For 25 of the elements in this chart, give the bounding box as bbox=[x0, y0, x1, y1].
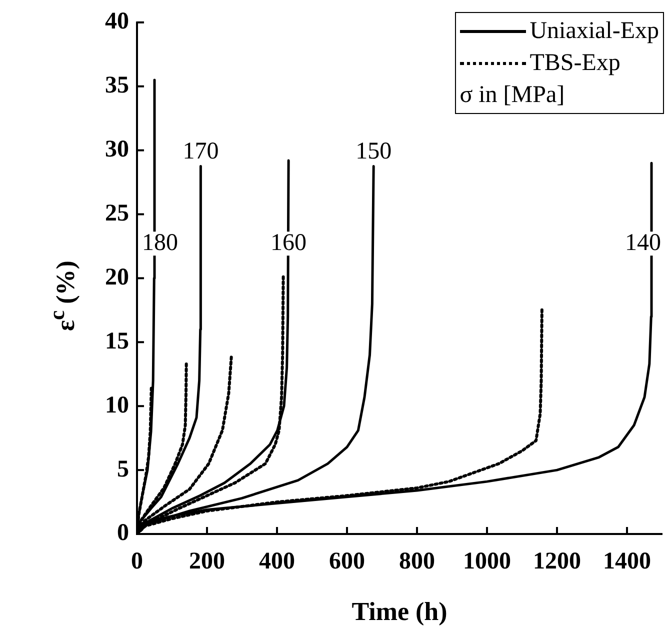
annotation: 140 bbox=[625, 230, 661, 256]
y-tick-label: 10 bbox=[105, 392, 129, 418]
x-tick-label: 200 bbox=[189, 548, 225, 575]
x-tick-label: 1400 bbox=[603, 548, 651, 575]
y-tick-label: 25 bbox=[105, 200, 129, 226]
y-tick-label: 15 bbox=[105, 328, 129, 354]
annotation: 180 bbox=[142, 230, 178, 256]
x-tick-label: 600 bbox=[329, 548, 365, 575]
x-tick-label: 1000 bbox=[463, 548, 511, 575]
annotation: 170 bbox=[182, 138, 219, 165]
y-tick-label: 40 bbox=[105, 8, 129, 35]
x-tick-label: 1200 bbox=[533, 548, 581, 575]
legend-label: TBS-Exp bbox=[530, 50, 620, 76]
annotation: 160 bbox=[270, 230, 307, 256]
legend-title: σ in [MPa] bbox=[460, 80, 566, 110]
x-tick-label: 400 bbox=[259, 548, 295, 575]
annotation: 150 bbox=[356, 138, 392, 165]
y-tick-label: 0 bbox=[117, 520, 129, 546]
y-tick-label: 35 bbox=[105, 72, 129, 99]
y-tick-label: 20 bbox=[105, 264, 129, 290]
x-tick-label: 800 bbox=[399, 548, 435, 575]
y-tick-label: 30 bbox=[105, 136, 129, 163]
legend-label: Uniaxial-Exp bbox=[530, 18, 659, 44]
y-tick-label: 5 bbox=[117, 456, 129, 482]
x-axis-title: Time (h) bbox=[352, 597, 448, 626]
